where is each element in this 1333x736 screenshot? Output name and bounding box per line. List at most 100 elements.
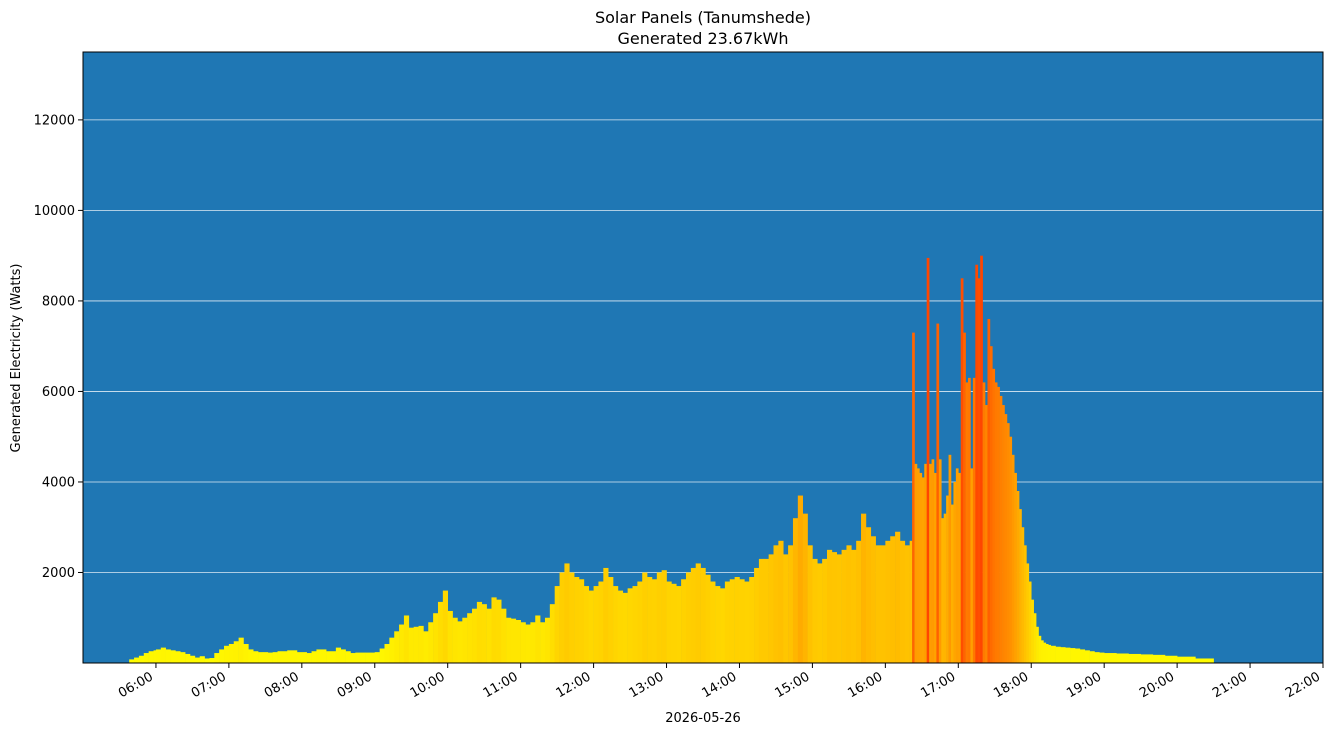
x-tick-label: 17:00	[918, 669, 958, 701]
bar	[642, 572, 648, 663]
bar	[588, 590, 594, 663]
x-tick-label: 21:00	[1210, 669, 1250, 701]
bar	[613, 586, 619, 663]
bar	[1116, 653, 1129, 663]
bar	[1084, 650, 1090, 663]
bar	[965, 382, 969, 663]
bar	[975, 264, 979, 663]
bar	[627, 588, 633, 663]
bar	[685, 572, 692, 663]
bar	[170, 650, 176, 663]
bar	[185, 653, 191, 663]
y-tick-label: 12000	[34, 113, 75, 128]
bar	[768, 554, 774, 663]
bar	[501, 608, 507, 663]
bar	[355, 652, 366, 663]
bar	[243, 643, 249, 663]
bar	[472, 608, 478, 663]
bar	[681, 579, 687, 663]
bar	[491, 597, 497, 663]
chart-title: Solar Panels (Tanumshede)	[594, 8, 812, 27]
bar	[138, 655, 145, 663]
bar	[272, 652, 278, 663]
bar	[637, 581, 643, 663]
bar	[1026, 563, 1030, 663]
bar	[1036, 626, 1039, 663]
bar	[921, 477, 925, 663]
bar	[496, 599, 502, 663]
bar	[433, 613, 439, 663]
bar	[851, 549, 857, 663]
bar	[1195, 658, 1214, 663]
bar	[1004, 414, 1008, 663]
bar	[306, 653, 312, 663]
bar	[997, 386, 1000, 663]
bar	[204, 658, 210, 663]
bar	[972, 377, 976, 663]
bar	[129, 659, 135, 663]
bar	[1031, 599, 1034, 663]
bar	[608, 577, 614, 663]
bar	[214, 653, 220, 663]
bar	[989, 346, 993, 663]
bar	[817, 563, 823, 663]
bar	[695, 563, 701, 663]
bar	[936, 323, 940, 663]
plot-area	[83, 52, 1323, 663]
bar	[287, 650, 298, 663]
bar	[953, 481, 957, 663]
y-tick-label: 8000	[42, 294, 75, 309]
bar	[437, 601, 444, 663]
bar	[1043, 642, 1047, 663]
bar	[1152, 654, 1166, 663]
bar	[676, 586, 682, 663]
y-tick-label: 10000	[34, 204, 75, 219]
bar	[1009, 436, 1013, 663]
bar	[948, 454, 952, 663]
bar	[1079, 649, 1086, 663]
bar	[345, 651, 351, 663]
bar	[647, 577, 653, 663]
bar	[224, 645, 230, 663]
bar	[715, 586, 721, 663]
bar	[895, 531, 901, 663]
bar	[1016, 491, 1020, 663]
bars-group	[129, 255, 1214, 663]
bar	[778, 540, 784, 663]
bar	[700, 567, 706, 663]
bar	[1055, 646, 1061, 663]
bar	[985, 405, 988, 663]
bar	[384, 643, 390, 663]
bar	[574, 577, 580, 663]
bar	[326, 651, 337, 663]
bar	[739, 579, 745, 663]
bar	[1006, 423, 1010, 663]
bar	[941, 518, 945, 663]
bar	[822, 558, 828, 663]
bar	[374, 652, 380, 663]
bar	[486, 608, 492, 663]
bar	[841, 549, 847, 663]
bar	[943, 513, 947, 663]
x-tick-label: 08:00	[262, 669, 302, 701]
bar	[951, 504, 954, 663]
bar	[788, 545, 794, 663]
bar	[267, 652, 273, 663]
bar	[175, 651, 181, 663]
bar	[564, 563, 570, 663]
bar	[399, 624, 405, 663]
bar	[209, 658, 215, 663]
x-tick-label: 09:00	[335, 669, 375, 701]
bar	[958, 472, 962, 663]
bar	[1164, 655, 1178, 663]
bar	[1089, 651, 1095, 663]
bar	[559, 572, 565, 663]
bar	[155, 649, 162, 663]
bar	[389, 637, 395, 663]
bar	[262, 652, 269, 663]
bar	[744, 581, 750, 663]
bar	[960, 278, 964, 663]
bar	[865, 527, 872, 663]
bar	[890, 536, 896, 663]
y-axis-label: Generated Electricity (Watts)	[9, 264, 24, 453]
